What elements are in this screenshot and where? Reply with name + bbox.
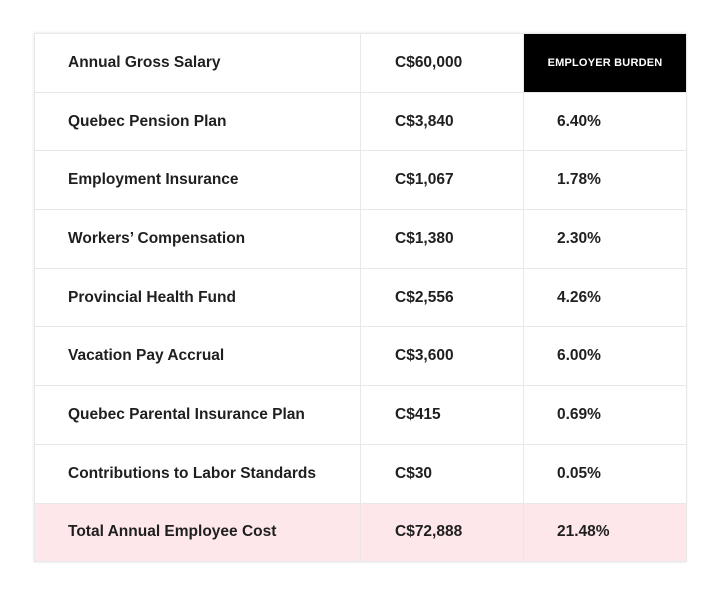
table-row: Workers’ Compensation C$1,380 2.30%: [34, 209, 687, 269]
table-row: Quebec Pension Plan C$3,840 6.40%: [34, 91, 687, 152]
amount: C$60,000: [360, 33, 524, 93]
amount: C$30: [360, 443, 524, 504]
amount: C$72,888: [360, 502, 524, 563]
percentage: 0.05%: [523, 443, 687, 504]
table-row: Vacation Pay Accrual C$3,600 6.00%: [34, 326, 687, 387]
row-label: Workers’ Compensation: [34, 209, 361, 269]
row-label: Vacation Pay Accrual: [34, 326, 361, 387]
table-row: Annual Gross Salary C$60,000 EMPLOYER BURD…: [34, 33, 687, 93]
row-label: Quebec Pension Plan: [34, 91, 361, 152]
amount: C$2,556: [360, 267, 524, 328]
row-label: Annual Gross Salary: [34, 33, 361, 93]
table-row: Employment Insurance C$1,067 1.78%: [34, 150, 687, 211]
amount: C$3,600: [360, 326, 524, 387]
percentage: 0.69%: [523, 385, 687, 445]
amount: C$1,380: [360, 209, 524, 269]
amount: C$1,067: [360, 150, 524, 211]
row-label: Total Annual Employee Cost: [34, 502, 361, 563]
percentage: 2.30%: [523, 209, 687, 269]
amount: C$3,840: [360, 91, 524, 152]
percentage: 1.78%: [523, 150, 687, 211]
column-header: EMPLOYER BURDEN: [523, 33, 687, 93]
percentage: 21.48%: [523, 502, 687, 563]
table-row: Provincial Health Fund C$2,556 4.26%: [34, 267, 687, 328]
percentage: 6.40%: [523, 91, 687, 152]
row-label: Quebec Parental Insurance Plan: [34, 385, 361, 445]
row-label: Provincial Health Fund: [34, 267, 361, 328]
table-row: Contributions to Labor Standards C$30 0.05…: [34, 443, 687, 504]
table-row: Quebec Parental Insurance Plan C$415 0.69%: [34, 385, 687, 445]
percentage: 4.26%: [523, 267, 687, 328]
percentage: 6.00%: [523, 326, 687, 387]
total-row: Total Annual Employee Cost C$72,888 21.48%: [34, 502, 687, 563]
cost-table: Annual Gross Salary C$60,000 EMPLOYER BURD…: [34, 33, 687, 563]
table: Annual Gross Salary C$60,000 EMPLOYER BURD…: [34, 33, 687, 563]
amount: C$415: [360, 385, 524, 445]
row-label: Contributions to Labor Standards: [34, 443, 361, 504]
row-label: Employment Insurance: [34, 150, 361, 211]
